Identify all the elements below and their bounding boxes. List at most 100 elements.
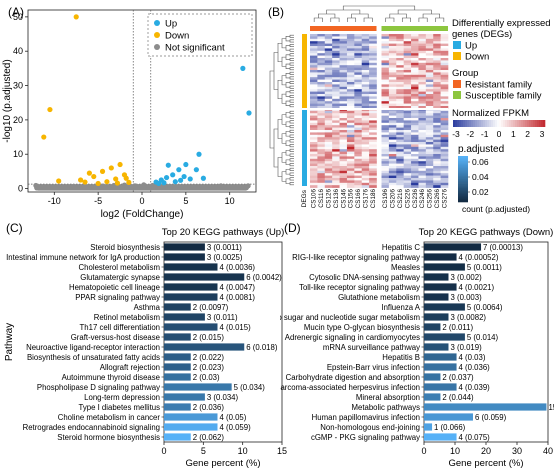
x-tick-label: 40 <box>543 446 553 456</box>
heatmap-cell <box>317 74 326 78</box>
heatmap-cell <box>411 134 419 138</box>
heatmap-cell <box>388 146 397 150</box>
heatmap-cell <box>317 55 326 59</box>
heatmap-cell <box>381 178 390 181</box>
heatmap-cell <box>346 130 355 133</box>
bar-value-label: 4 (0.0021) <box>459 283 495 292</box>
heatmap-cell <box>310 62 318 66</box>
bar-value-label: 2 (0.0097) <box>193 303 229 312</box>
heatmap-cell <box>369 62 377 66</box>
heatmap-cell <box>339 67 348 71</box>
heatmap-cell <box>324 53 333 56</box>
heatmap-cell <box>354 96 363 100</box>
heatmap-cell <box>381 122 390 126</box>
x-axis-label: log2 (FoldChange) <box>101 209 184 220</box>
heatmap-cell <box>339 110 348 114</box>
heatmap-cell <box>339 122 348 126</box>
heatmap-cell <box>418 70 427 73</box>
padj-gradient-step <box>458 166 468 169</box>
heatmap-cell <box>317 77 326 80</box>
pathway-label: Hematopoietic cell lineage <box>69 283 160 292</box>
heatmap-cell <box>425 178 434 181</box>
heatmap-cell <box>317 62 326 66</box>
heatmap-cell <box>411 86 419 90</box>
pathway-bar <box>424 433 457 441</box>
heatmap-cell <box>317 98 326 102</box>
heatmap-cell <box>339 154 348 157</box>
heatmap-cell <box>440 79 449 83</box>
heatmap-cell <box>411 151 419 155</box>
pathway-label: Steroid biosynthesis <box>90 243 160 252</box>
pathway-label: Mucin type O-glycan biosynthesis <box>304 323 420 332</box>
padj-gradient-step <box>458 168 468 171</box>
fpkm-gradient-step <box>479 120 482 127</box>
heatmap-cell <box>411 115 419 119</box>
volcano-point <box>93 184 99 191</box>
bar-value-label: 4 (0.0081) <box>219 293 255 302</box>
heatmap-cell <box>324 127 333 131</box>
heatmap-cell <box>369 106 377 109</box>
heatmap-cell <box>388 67 397 71</box>
heatmap-cell <box>425 134 434 138</box>
heatmap-cell <box>346 72 355 76</box>
heatmap-cell <box>440 182 449 186</box>
heatmap-cell <box>396 154 404 157</box>
dendrogram-branch <box>281 38 286 49</box>
heatmap-cell <box>332 134 340 138</box>
heatmap-cell <box>440 48 449 52</box>
heatmap-cell <box>346 139 355 143</box>
pathway-label: Carbohydrate digestion and absorption <box>286 373 420 382</box>
heatmap-cell <box>324 70 333 73</box>
heatmap-cell <box>339 58 348 61</box>
heatmap-cell <box>411 36 419 40</box>
heatmap-cell <box>433 125 441 128</box>
heatmap-cell <box>433 101 441 104</box>
bar-value-label: 4 (0.015) <box>219 323 251 332</box>
heatmap-cell <box>339 166 348 169</box>
heatmap-cell <box>396 91 404 95</box>
heatmap-cell <box>388 55 397 59</box>
volcano-point <box>172 184 178 191</box>
heatmap-cell <box>339 65 348 68</box>
heatmap-cell <box>310 43 318 47</box>
heatmap-cell <box>354 113 363 116</box>
heatmap-cell <box>381 166 390 169</box>
heatmap-cell <box>418 154 427 157</box>
volcano-point <box>172 179 178 185</box>
heatmap-cell <box>388 120 397 124</box>
heatmap-cell <box>339 146 348 150</box>
heatmap-cell <box>317 84 326 88</box>
heatmap-cell <box>418 36 427 40</box>
heatmap-cell <box>381 110 390 114</box>
volcano-point <box>213 184 220 190</box>
heatmap-cell <box>369 139 377 143</box>
heatmap-cell <box>354 84 363 88</box>
padj-gradient-step <box>458 169 468 172</box>
heatmap-cell <box>332 60 340 64</box>
heatmap-cell <box>324 55 333 59</box>
heatmap-cell <box>339 132 348 136</box>
heatmap-cell <box>396 144 404 148</box>
padj-gradient-step <box>458 162 468 164</box>
heatmap-cell <box>310 67 318 71</box>
heatmap-cell <box>332 173 340 176</box>
heatmap-cell <box>310 146 318 150</box>
volcano-point <box>161 180 167 186</box>
heatmap-cell <box>339 125 348 128</box>
fpkm-gradient-step <box>473 120 476 127</box>
heatmap-cell <box>403 134 412 138</box>
pathway-label: Non-homologous end-joining <box>320 423 420 432</box>
heatmap-cell <box>346 125 355 128</box>
heatmap-cell <box>403 79 412 83</box>
heatmap-cell <box>332 72 340 76</box>
heatmap-cell <box>317 106 326 109</box>
heatmap-cell <box>339 53 348 56</box>
pathway-bar <box>164 253 205 261</box>
heatmap-cell <box>354 79 363 83</box>
heatmap-cell <box>388 134 397 138</box>
heatmap-cell <box>440 50 449 54</box>
heatmap-cell <box>361 132 370 136</box>
volcano-point <box>192 184 198 190</box>
column-label: CS106 <box>311 189 318 209</box>
heatmap-cell <box>339 168 348 172</box>
